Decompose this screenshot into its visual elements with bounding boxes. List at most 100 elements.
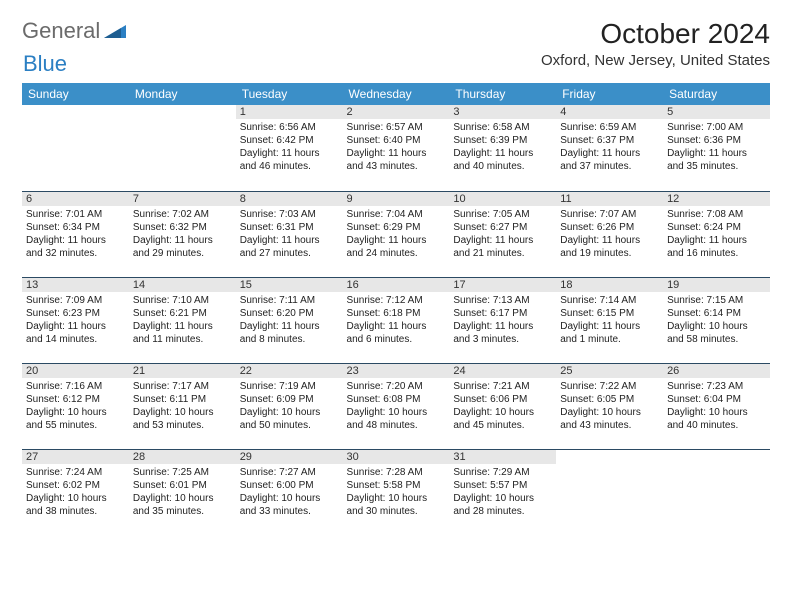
sunset-text: Sunset: 6:05 PM: [560, 393, 659, 406]
sunrise-text: Sunrise: 7:19 AM: [240, 380, 339, 393]
title-block: October 2024 Oxford, New Jersey, United …: [541, 18, 770, 69]
day-number: 12: [663, 192, 770, 206]
day-number: 4: [556, 105, 663, 119]
sunrise-text: Sunrise: 6:58 AM: [453, 121, 552, 134]
calendar-cell: [22, 105, 129, 191]
logo-text-blue: Blue: [23, 51, 67, 76]
weekday-header-row: Sunday Monday Tuesday Wednesday Thursday…: [22, 83, 770, 105]
day-number: 23: [343, 364, 450, 378]
sunset-text: Sunset: 6:29 PM: [347, 221, 446, 234]
daylight-text: Daylight: 10 hours and 50 minutes.: [240, 406, 339, 432]
sunset-text: Sunset: 6:40 PM: [347, 134, 446, 147]
weekday-header: Wednesday: [343, 83, 450, 105]
calendar-cell: 29Sunrise: 7:27 AMSunset: 6:00 PMDayligh…: [236, 449, 343, 535]
daylight-text: Daylight: 11 hours and 3 minutes.: [453, 320, 552, 346]
sunrise-text: Sunrise: 7:14 AM: [560, 294, 659, 307]
daylight-text: Daylight: 11 hours and 46 minutes.: [240, 147, 339, 173]
calendar-cell: 25 Sunrise: 7:22 AMSunset: 6:05 PMDayligh…: [556, 363, 663, 449]
calendar-cell: [556, 449, 663, 535]
sunrise-text: Sunrise: 7:09 AM: [26, 294, 125, 307]
calendar-cell: 19Sunrise: 7:15 AMSunset: 6:14 PMDayligh…: [663, 277, 770, 363]
calendar-cell: 3Sunrise: 6:58 AMSunset: 6:39 PMDaylight…: [449, 105, 556, 191]
day-number: 18: [556, 278, 663, 292]
sunrise-text: Sunrise: 7:20 AM: [347, 380, 446, 393]
calendar-cell: 1Sunrise: 6:56 AMSunset: 6:42 PMDaylight…: [236, 105, 343, 191]
day-number: 6: [22, 192, 129, 206]
sunset-text: Sunset: 6:31 PM: [240, 221, 339, 234]
sunrise-text: Sunrise: 7:23 AM: [667, 380, 766, 393]
day-number: 2: [343, 105, 450, 119]
weekday-header: Thursday: [449, 83, 556, 105]
weekday-header: Saturday: [663, 83, 770, 105]
daylight-text: Daylight: 11 hours and 27 minutes.: [240, 234, 339, 260]
sunset-text: Sunset: 6:20 PM: [240, 307, 339, 320]
daylight-text: Daylight: 11 hours and 11 minutes.: [133, 320, 232, 346]
calendar-cell: 14Sunrise: 7:10 AMSunset: 6:21 PMDayligh…: [129, 277, 236, 363]
day-number: 7: [129, 192, 236, 206]
calendar-cell: 11Sunrise: 7:07 AMSunset: 6:26 PMDayligh…: [556, 191, 663, 277]
logo-text-general: General: [22, 18, 100, 44]
sunset-text: Sunset: 5:57 PM: [453, 479, 552, 492]
sunrise-text: Sunrise: 7:16 AM: [26, 380, 125, 393]
calendar-row: 6 Sunrise: 7:01 AMSunset: 6:34 PM Daylight…: [22, 191, 770, 277]
sunrise-text: Sunrise: 7:07 AM: [560, 208, 659, 221]
day-number: 20: [22, 364, 129, 378]
daylight-text: Daylight: 11 hours and 16 minutes.: [667, 234, 766, 260]
daylight-text: Daylight: 10 hours and 43 minutes.: [560, 406, 659, 432]
day-number: 10: [449, 192, 556, 206]
sunset-text: Sunset: 6:23 PM: [26, 307, 125, 320]
sunset-text: Sunset: 6:17 PM: [453, 307, 552, 320]
daylight-text: Daylight: 11 hours and 35 minutes.: [667, 147, 766, 173]
daylight-text: Daylight: 11 hours and 8 minutes.: [240, 320, 339, 346]
sunset-text: Sunset: 6:12 PM: [26, 393, 125, 406]
logo: General: [22, 18, 126, 44]
weekday-header: Tuesday: [236, 83, 343, 105]
calendar-row: 1Sunrise: 6:56 AMSunset: 6:42 PMDaylight…: [22, 105, 770, 191]
calendar-cell: 18Sunrise: 7:14 AMSunset: 6:15 PMDayligh…: [556, 277, 663, 363]
day-number: 14: [129, 278, 236, 292]
daylight-text: Daylight: 10 hours and 40 minutes.: [667, 406, 766, 432]
daylight-text: Daylight: 11 hours and 29 minutes.: [133, 234, 232, 260]
calendar-cell: [129, 105, 236, 191]
daylight-text: Daylight: 10 hours and 58 minutes.: [667, 320, 766, 346]
daylight-text: Daylight: 10 hours and 53 minutes.: [133, 406, 232, 432]
daylight-text: Daylight: 11 hours and 14 minutes.: [26, 320, 125, 346]
calendar-table: Sunday Monday Tuesday Wednesday Thursday…: [22, 83, 770, 535]
day-number: 22: [236, 364, 343, 378]
sunrise-text: Sunrise: 7:22 AM: [560, 380, 659, 393]
sunset-text: Sunset: 6:18 PM: [347, 307, 446, 320]
location-subtitle: Oxford, New Jersey, United States: [541, 52, 770, 69]
daylight-text: Daylight: 11 hours and 6 minutes.: [347, 320, 446, 346]
day-number: 26: [663, 364, 770, 378]
day-number: 15: [236, 278, 343, 292]
sunset-text: Sunset: 6:26 PM: [560, 221, 659, 234]
calendar-cell: 9Sunrise: 7:04 AMSunset: 6:29 PMDaylight…: [343, 191, 450, 277]
sunset-text: Sunset: 6:34 PM: [26, 221, 125, 234]
page-title: October 2024: [541, 18, 770, 50]
daylight-text: Daylight: 10 hours and 38 minutes.: [26, 492, 125, 518]
daylight-text: Daylight: 10 hours and 35 minutes.: [133, 492, 232, 518]
sunrise-text: Sunrise: 7:03 AM: [240, 208, 339, 221]
day-number: 8: [236, 192, 343, 206]
day-number: 13: [22, 278, 129, 292]
sunrise-text: Sunrise: 7:01 AM: [26, 208, 125, 221]
calendar-row: 20 Sunrise: 7:16 AMSunset: 6:12 PM Dayligh…: [22, 363, 770, 449]
sunrise-text: Sunrise: 7:27 AM: [240, 466, 339, 479]
calendar-cell: 20Sunrise: 7:16 AMSunset: 6:12 PMDayligh…: [22, 363, 129, 449]
sunset-text: Sunset: 6:09 PM: [240, 393, 339, 406]
weekday-header: Friday: [556, 83, 663, 105]
daylight-text: Daylight: 11 hours and 40 minutes.: [453, 147, 552, 173]
day-number: 25: [556, 364, 663, 378]
sunset-text: Sunset: 6:06 PM: [453, 393, 552, 406]
calendar-cell: 13 Sunrise: 7:09 AMSunset: 6:23 PMDayligh…: [22, 277, 129, 363]
daylight-text: Daylight: 11 hours and 24 minutes.: [347, 234, 446, 260]
daylight-text: Daylight: 11 hours and 19 minutes.: [560, 234, 659, 260]
calendar-cell: 6Sunrise: 7:01 AMSunset: 6:34 PMDaylight…: [22, 191, 129, 277]
sunset-text: Sunset: 6:21 PM: [133, 307, 232, 320]
daylight-text: Daylight: 10 hours and 30 minutes.: [347, 492, 446, 518]
sunset-text: Sunset: 6:36 PM: [667, 134, 766, 147]
calendar-cell: [663, 449, 770, 535]
sunset-text: Sunset: 6:11 PM: [133, 393, 232, 406]
weekday-header: Sunday: [22, 83, 129, 105]
day-number: 19: [663, 278, 770, 292]
